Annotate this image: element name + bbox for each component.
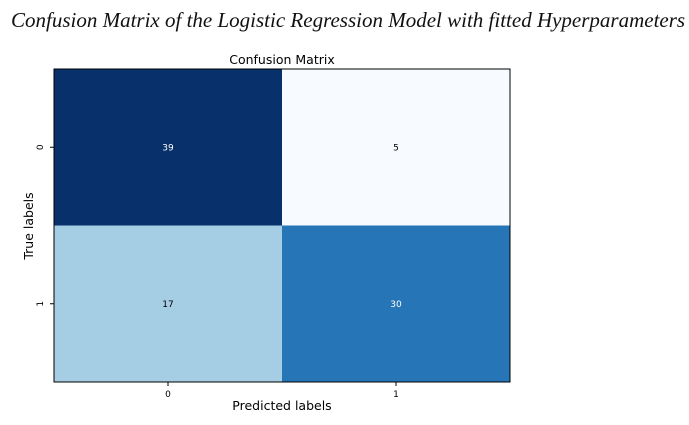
heatmap-cell [282, 69, 510, 226]
chart-title: Confusion Matrix [229, 52, 335, 67]
heatmap-cell-value: 17 [162, 300, 173, 310]
heatmap-cell-labels: 39 5 17 30 [162, 143, 402, 310]
y-tick-label: 1 [36, 301, 46, 307]
heatmap-cell [54, 69, 282, 226]
page-title: Confusion Matrix of the Logistic Regress… [11, 8, 686, 32]
heatmap-cells [54, 69, 510, 382]
x-tick-label: 1 [393, 390, 399, 400]
y-tick-label: 0 [36, 144, 46, 150]
x-axis-label: Predicted labels [232, 398, 331, 413]
x-tick-label: 0 [165, 390, 171, 400]
y-axis-ticks: 01 [36, 144, 54, 307]
heatmap-cell-value: 5 [393, 143, 399, 153]
heatmap-cell [282, 225, 510, 382]
plot-frame [53, 68, 511, 383]
y-axis-label: True labels [21, 192, 36, 260]
heatmap-cell-value: 30 [390, 300, 402, 310]
heatmap-cell [54, 225, 282, 382]
heatmap-cell-value: 39 [162, 143, 174, 153]
